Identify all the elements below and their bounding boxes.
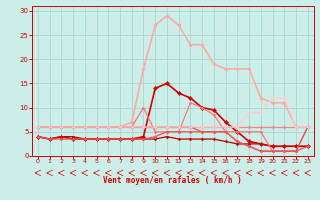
X-axis label: Vent moyen/en rafales ( km/h ): Vent moyen/en rafales ( km/h ) [103,176,242,185]
